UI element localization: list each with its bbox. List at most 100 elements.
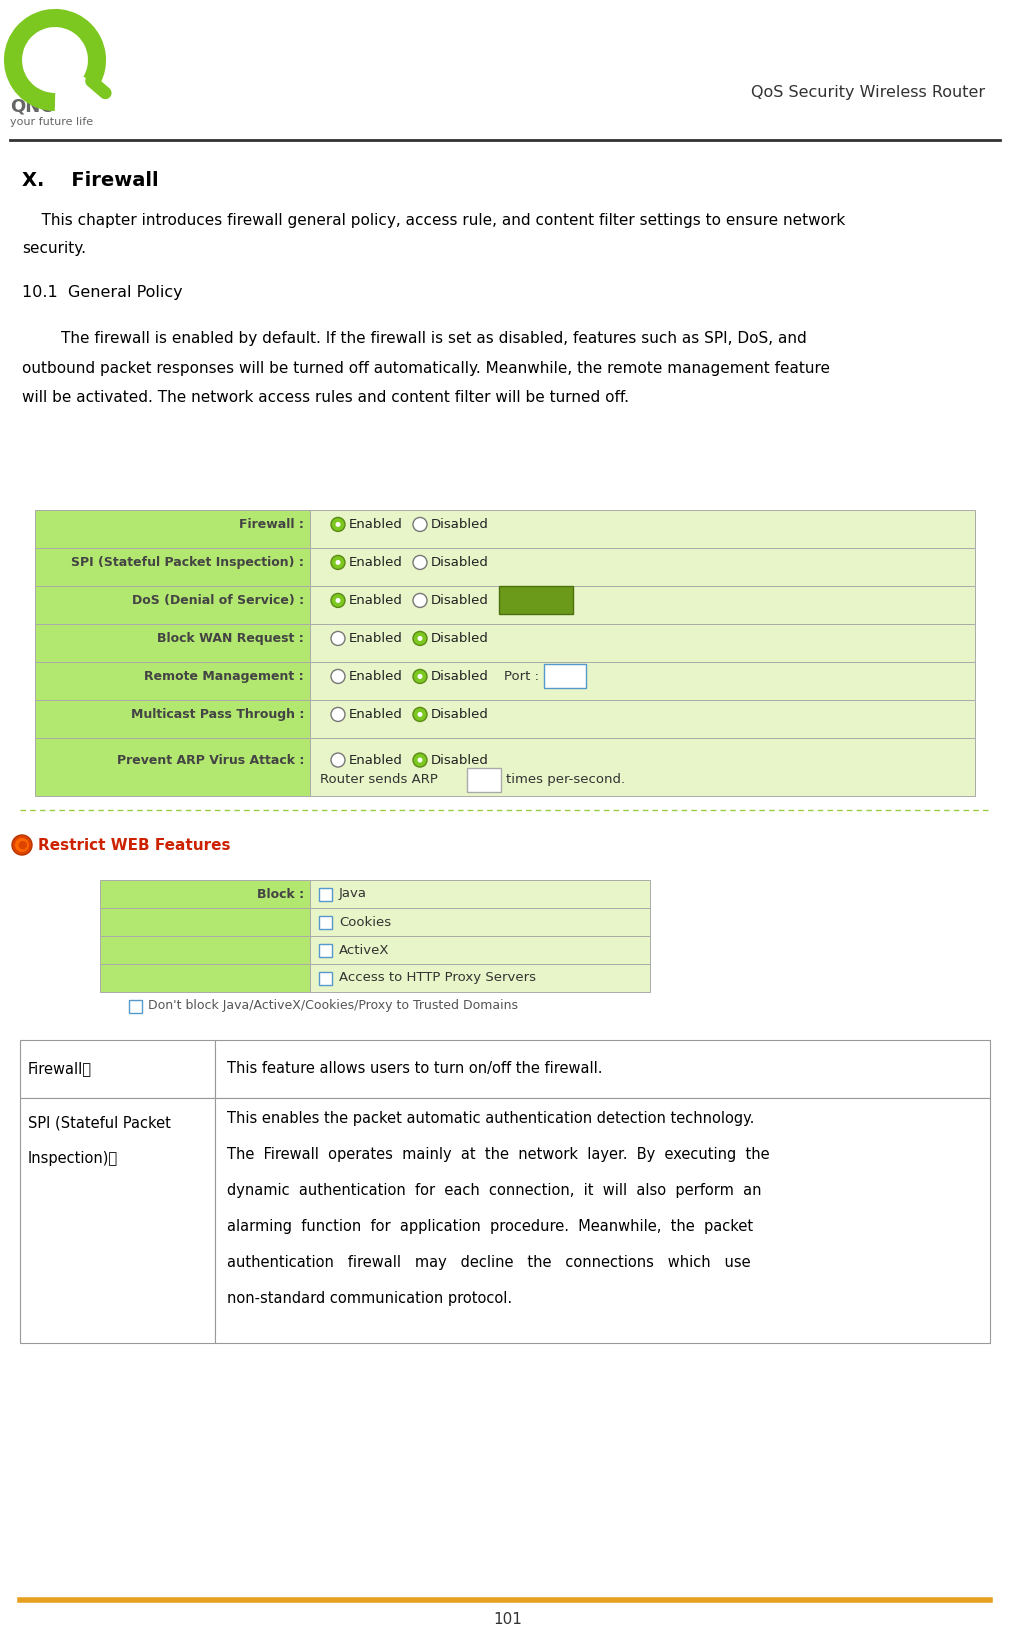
FancyBboxPatch shape bbox=[544, 664, 586, 689]
Text: Firewall：: Firewall： bbox=[28, 1061, 92, 1077]
Text: outbound packet responses will be turned off automatically. Meanwhile, the remot: outbound packet responses will be turned… bbox=[22, 361, 830, 375]
FancyBboxPatch shape bbox=[20, 1040, 215, 1098]
FancyBboxPatch shape bbox=[35, 663, 310, 700]
Text: Enabled: Enabled bbox=[349, 671, 403, 682]
Text: Restrict WEB Features: Restrict WEB Features bbox=[38, 837, 230, 852]
FancyBboxPatch shape bbox=[35, 548, 310, 586]
Text: non-standard communication protocol.: non-standard communication protocol. bbox=[227, 1291, 513, 1306]
FancyBboxPatch shape bbox=[499, 586, 573, 614]
FancyBboxPatch shape bbox=[35, 623, 310, 663]
Circle shape bbox=[331, 752, 345, 767]
Text: Don't block Java/ActiveX/Cookies/Proxy to Trusted Domains: Don't block Java/ActiveX/Cookies/Proxy t… bbox=[148, 999, 518, 1012]
FancyBboxPatch shape bbox=[310, 880, 650, 907]
Text: Disabled: Disabled bbox=[431, 557, 489, 570]
FancyBboxPatch shape bbox=[100, 880, 310, 907]
FancyBboxPatch shape bbox=[320, 971, 333, 984]
FancyBboxPatch shape bbox=[100, 965, 310, 992]
Text: Disabled: Disabled bbox=[431, 708, 489, 721]
Circle shape bbox=[417, 757, 422, 762]
FancyBboxPatch shape bbox=[35, 509, 310, 548]
Circle shape bbox=[413, 707, 427, 721]
Circle shape bbox=[336, 597, 340, 602]
Text: Java: Java bbox=[339, 888, 367, 901]
FancyBboxPatch shape bbox=[35, 700, 310, 738]
Text: alarming  function  for  application  procedure.  Meanwhile,  the  packet: alarming function for application proced… bbox=[227, 1219, 753, 1234]
Text: Enabled: Enabled bbox=[349, 632, 403, 645]
FancyBboxPatch shape bbox=[320, 943, 333, 956]
Circle shape bbox=[331, 669, 345, 684]
Circle shape bbox=[413, 669, 427, 684]
Text: Disabled: Disabled bbox=[431, 671, 489, 682]
Text: QoS Security Wireless Router: QoS Security Wireless Router bbox=[751, 85, 985, 101]
Text: DoS (Denial of Service) :: DoS (Denial of Service) : bbox=[132, 594, 304, 607]
Text: ActiveX: ActiveX bbox=[339, 943, 390, 956]
Text: 10.1  General Policy: 10.1 General Policy bbox=[22, 284, 183, 300]
Text: SPI (Stateful Packet Inspection) :: SPI (Stateful Packet Inspection) : bbox=[71, 557, 304, 570]
Circle shape bbox=[331, 555, 345, 570]
FancyBboxPatch shape bbox=[35, 586, 310, 623]
Text: dynamic  authentication  for  each  connection,  it  will  also  perform  an: dynamic authentication for each connecti… bbox=[227, 1183, 761, 1198]
Circle shape bbox=[413, 752, 427, 767]
Text: Enabled: Enabled bbox=[349, 557, 403, 570]
Text: Enabled: Enabled bbox=[349, 517, 403, 530]
Text: Disabled: Disabled bbox=[431, 632, 489, 645]
Text: The  Firewall  operates  mainly  at  the  network  layer.  By  executing  the: The Firewall operates mainly at the netw… bbox=[227, 1147, 769, 1162]
FancyBboxPatch shape bbox=[310, 907, 650, 937]
Text: QNO: QNO bbox=[10, 98, 56, 116]
Text: your future life: your future life bbox=[10, 118, 93, 127]
Text: Enabled: Enabled bbox=[349, 594, 403, 607]
FancyBboxPatch shape bbox=[467, 767, 501, 792]
Text: The firewall is enabled by default. If the firewall is set as disabled, features: The firewall is enabled by default. If t… bbox=[22, 331, 807, 346]
Text: Access to HTTP Proxy Servers: Access to HTTP Proxy Servers bbox=[339, 971, 536, 984]
Text: Disabled: Disabled bbox=[431, 594, 489, 607]
FancyBboxPatch shape bbox=[310, 586, 975, 623]
Text: Disabled: Disabled bbox=[431, 517, 489, 530]
Circle shape bbox=[12, 836, 32, 855]
Circle shape bbox=[413, 517, 427, 532]
Text: Disabled: Disabled bbox=[431, 754, 489, 767]
Text: ●: ● bbox=[17, 840, 26, 850]
FancyBboxPatch shape bbox=[215, 1040, 990, 1098]
FancyBboxPatch shape bbox=[215, 1098, 990, 1343]
Text: Block WAN Request :: Block WAN Request : bbox=[157, 632, 304, 645]
Text: 80: 80 bbox=[549, 671, 563, 682]
Circle shape bbox=[417, 674, 422, 679]
Text: times per-second.: times per-second. bbox=[506, 774, 625, 787]
Circle shape bbox=[417, 712, 422, 716]
FancyBboxPatch shape bbox=[100, 937, 310, 965]
Circle shape bbox=[336, 522, 340, 527]
Circle shape bbox=[331, 632, 345, 645]
Text: Enabled: Enabled bbox=[349, 754, 403, 767]
Text: authentication   firewall   may   decline   the   connections   which   use: authentication firewall may decline the … bbox=[227, 1255, 751, 1270]
FancyBboxPatch shape bbox=[310, 700, 975, 738]
Text: This enables the packet automatic authentication detection technology.: This enables the packet automatic authen… bbox=[227, 1110, 754, 1126]
Circle shape bbox=[413, 555, 427, 570]
Text: Multicast Pass Through :: Multicast Pass Through : bbox=[131, 708, 304, 721]
Text: This chapter introduces firewall general policy, access rule, and content filter: This chapter introduces firewall general… bbox=[22, 212, 845, 227]
Text: Port :: Port : bbox=[504, 671, 539, 682]
Text: SPI (Stateful Packet: SPI (Stateful Packet bbox=[28, 1116, 171, 1131]
Text: Remote Management :: Remote Management : bbox=[144, 671, 304, 682]
FancyBboxPatch shape bbox=[310, 738, 975, 796]
Text: 101: 101 bbox=[493, 1612, 522, 1627]
FancyBboxPatch shape bbox=[310, 623, 975, 663]
FancyBboxPatch shape bbox=[130, 999, 142, 1012]
FancyBboxPatch shape bbox=[310, 509, 975, 548]
Circle shape bbox=[413, 594, 427, 607]
Circle shape bbox=[331, 594, 345, 607]
Circle shape bbox=[417, 636, 422, 641]
Text: Firewall :: Firewall : bbox=[240, 517, 304, 530]
Circle shape bbox=[15, 837, 29, 852]
Text: Block :: Block : bbox=[257, 888, 304, 901]
FancyBboxPatch shape bbox=[310, 937, 650, 965]
Text: Advanced: Advanced bbox=[501, 594, 570, 607]
FancyBboxPatch shape bbox=[310, 548, 975, 586]
Text: 20: 20 bbox=[472, 774, 487, 787]
FancyBboxPatch shape bbox=[100, 907, 310, 937]
Text: X.    Firewall: X. Firewall bbox=[22, 170, 158, 189]
FancyBboxPatch shape bbox=[320, 888, 333, 901]
Circle shape bbox=[336, 560, 340, 565]
FancyBboxPatch shape bbox=[310, 965, 650, 992]
Text: will be activated. The network access rules and content filter will be turned of: will be activated. The network access ru… bbox=[22, 390, 629, 405]
Text: Cookies: Cookies bbox=[339, 916, 391, 929]
